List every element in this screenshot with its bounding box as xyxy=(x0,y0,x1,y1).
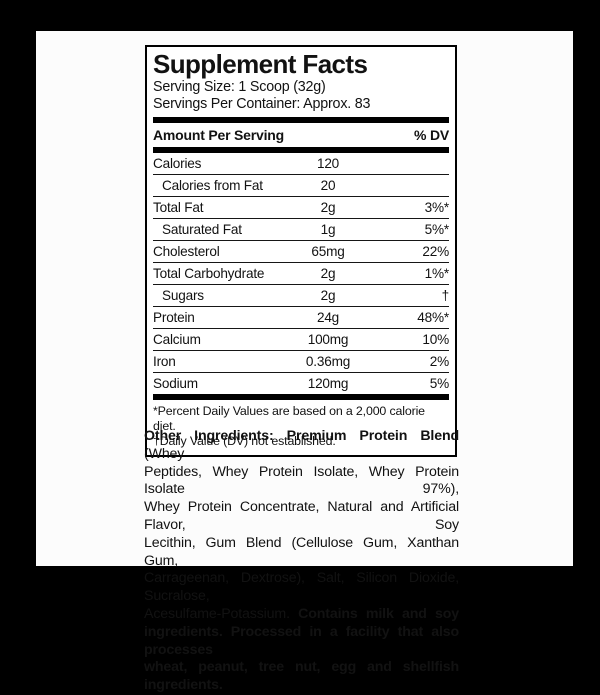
nutrient-row: Cholesterol 65mg 22% xyxy=(153,240,449,262)
nutrient-label: Total Carbohydrate xyxy=(153,266,265,281)
nutrient-dv: 48%* xyxy=(417,310,449,325)
nutrient-dv: 10% xyxy=(422,332,449,347)
nutrient-amount: 2g xyxy=(320,200,336,215)
nutrient-row: Saturated Fat 1g 5%* xyxy=(153,218,449,240)
nutrient-amount: 0.36mg xyxy=(305,354,351,369)
nutrient-row: Calcium 100mg 10% xyxy=(153,328,449,350)
nutrient-table: Calories 120 Calories from Fat 20 Total … xyxy=(153,153,449,394)
ingredients-line: Whey Protein Concentrate, Natural and Ar… xyxy=(144,499,459,533)
nutrient-label: Sugars xyxy=(162,288,204,303)
nutrient-row: Total Carbohydrate 2g 1%* xyxy=(153,262,449,284)
ingredients-line: Lecithin, Gum Blend (Cellulose Gum, Xant… xyxy=(144,534,459,569)
nutrient-amount: 100mg xyxy=(307,332,349,347)
nutrient-label: Calories from Fat xyxy=(162,178,263,193)
nutrient-label: Calcium xyxy=(153,332,201,347)
nutrient-amount: 1g xyxy=(320,222,336,237)
nutrient-label: Protein xyxy=(153,310,195,325)
nutrient-row: Sugars 2g † xyxy=(153,284,449,306)
nutrient-amount: 24g xyxy=(316,310,340,325)
nutrient-dv: 3%* xyxy=(424,200,450,215)
nutrient-label: Saturated Fat xyxy=(162,222,242,237)
amount-per-serving-header: Amount Per Serving xyxy=(153,127,284,143)
nutrient-amount: 2g xyxy=(320,288,336,303)
footnote-percent-dv: *Percent Daily Values are based on a 2,0… xyxy=(153,404,425,433)
panel-title: Supplement Facts xyxy=(153,49,368,79)
nutrient-amount: 65mg xyxy=(311,244,345,259)
divider-bar-header xyxy=(153,147,449,153)
nutrient-row: Calories 120 xyxy=(153,153,449,174)
divider-bar-bottom xyxy=(153,394,449,400)
label-photo-card: Supplement Facts Serving Size: 1 Scoop (… xyxy=(36,31,573,693)
nutrient-dv: 1%* xyxy=(424,266,450,281)
nutrient-amount: 20 xyxy=(320,178,336,193)
nutrient-row: Total Fat 2g 3%* xyxy=(153,196,449,218)
divider-bar-top xyxy=(153,117,449,123)
serving-size: Serving Size: 1 Scoop (32g) xyxy=(153,79,326,95)
nutrient-label: Calories xyxy=(153,156,202,171)
nutrient-row: Calories from Fat 20 xyxy=(153,174,449,196)
nutrient-row: Iron 0.36mg 2% xyxy=(153,350,449,372)
ingredients-line: Peptides, Whey Protein Isolate, Whey Pro… xyxy=(144,463,459,498)
ingredients-line: Carrageenan, Dextrose), Salt, Silicon Di… xyxy=(144,570,459,605)
nutrient-dv: 5%* xyxy=(424,222,450,237)
nutrient-row: Sodium 120mg 5% xyxy=(153,372,449,394)
ingredients-line: Acesulfame-Potassium. Contains milk and … xyxy=(144,605,459,622)
other-ingredients-paragraph: Other Ingredients: Premium Protein Blend… xyxy=(144,428,459,695)
nutrient-dv: 2% xyxy=(429,354,449,369)
footnote-dagger: †Daily Value (DV) not established. xyxy=(153,434,336,448)
nutrient-dv: † xyxy=(441,288,450,303)
nutrient-dv: 5% xyxy=(429,376,449,391)
supplement-facts-panel: Supplement Facts Serving Size: 1 Scoop (… xyxy=(145,45,457,457)
nutrient-amount: 2g xyxy=(320,266,336,281)
nutrient-row: Protein 24g 48%* xyxy=(153,306,449,328)
table-header-row: Amount Per Serving % DV xyxy=(153,123,449,147)
ingredients-line: wheat, peanut, tree nut, egg and shellfi… xyxy=(144,659,459,694)
ingredients-line: Other Ingredients: Premium Protein Blend… xyxy=(144,428,459,462)
nutrient-label: Cholesterol xyxy=(153,244,220,259)
nutrient-label: Iron xyxy=(153,354,176,369)
nutrient-label: Sodium xyxy=(153,376,198,391)
nutrient-label: Total Fat xyxy=(153,200,204,215)
footnotes: *Percent Daily Values are based on a 2,0… xyxy=(153,400,449,449)
ingredients-line: ingredients. Processed in a facility tha… xyxy=(144,623,459,658)
nutrient-amount: 120mg xyxy=(307,376,349,391)
nutrient-dv: 22% xyxy=(422,244,449,259)
percent-dv-header: % DV xyxy=(414,127,449,143)
servings-per-container: Servings Per Container: Approx. 83 xyxy=(153,96,371,112)
nutrient-amount: 120 xyxy=(316,156,340,171)
